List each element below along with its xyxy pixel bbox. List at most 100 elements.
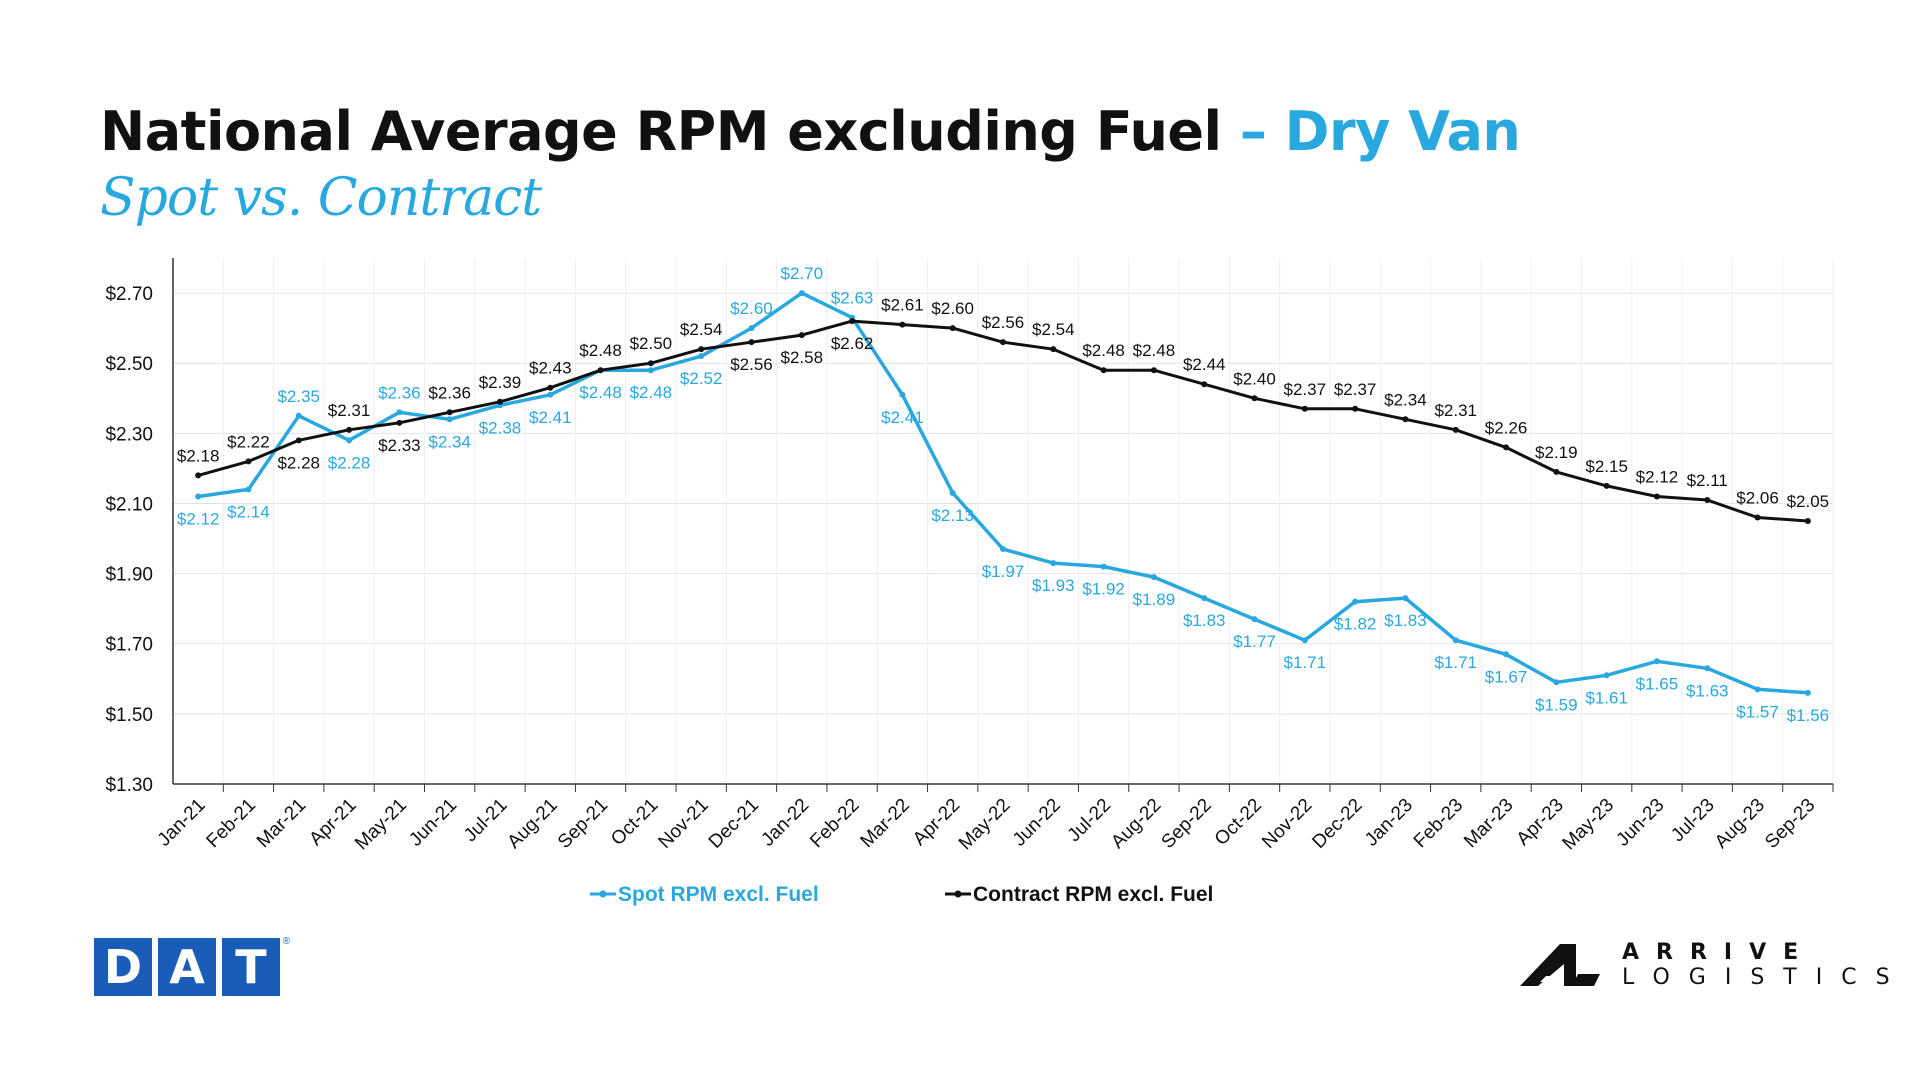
spot-data-label: $2.12	[177, 509, 220, 528]
y-tick-label: $2.10	[105, 494, 153, 515]
spot-point	[748, 325, 755, 332]
arrive-a-icon	[1520, 944, 1600, 986]
spot-data-label: $1.82	[1334, 615, 1377, 634]
contract-data-label: $2.11	[1687, 471, 1728, 490]
x-tick-label: Feb-23	[1410, 795, 1467, 852]
x-tick-label: Sep-23	[1761, 795, 1819, 853]
contract-data-label: $2.56	[982, 313, 1025, 332]
spot-data-label: $1.83	[1384, 611, 1427, 630]
contract-point	[1100, 367, 1107, 374]
spot-point	[1452, 637, 1459, 644]
contract-data-label: $2.37	[1334, 380, 1377, 399]
chart-subtitle: Spot vs. Contract	[100, 168, 542, 228]
contract-data-label: $2.31	[1434, 401, 1477, 420]
contract-point	[1352, 405, 1359, 412]
spot-point	[547, 391, 554, 398]
spot-point	[1402, 595, 1409, 602]
contract-point	[1150, 367, 1157, 374]
y-tick-label: $2.30	[105, 424, 153, 445]
y-tick-label: $1.50	[105, 705, 153, 726]
contract-data-label: $2.43	[529, 359, 572, 378]
spot-data-label: $1.71	[1434, 653, 1477, 672]
contract-point	[798, 332, 805, 339]
contract-data-label: $2.33	[378, 436, 421, 455]
spot-data-label: $1.59	[1535, 695, 1578, 714]
x-tick-label: May-22	[955, 795, 1015, 855]
x-tick-label: Jun-23	[1613, 795, 1669, 851]
contract-point	[547, 384, 554, 391]
spot-data-label: $1.65	[1636, 674, 1679, 693]
x-tick-label: May-21	[351, 795, 411, 855]
contract-point	[1553, 468, 1560, 475]
spot-data-label: $1.56	[1787, 706, 1830, 725]
y-tick-label: $2.50	[105, 354, 153, 375]
arrive-word: ARRIVE	[1622, 940, 1816, 965]
contract-data-label: $2.48	[1133, 341, 1176, 360]
spot-point	[1352, 598, 1359, 605]
spot-data-label: $2.41	[529, 408, 572, 427]
spot-data-label: $1.83	[1183, 611, 1226, 630]
spot-point	[1754, 686, 1761, 693]
spot-point	[1000, 546, 1006, 553]
contract-data-label: $2.31	[328, 401, 371, 420]
x-tick-label: Aug-23	[1711, 795, 1769, 853]
spot-point	[647, 367, 654, 374]
legend-contract-marker	[954, 890, 962, 898]
spot-data-label: $2.36	[378, 383, 421, 402]
x-tick-label: Mar-21	[253, 795, 310, 852]
contract-point	[1704, 496, 1711, 503]
spot-data-label: $1.57	[1736, 702, 1779, 721]
contract-data-label: $2.54	[680, 320, 723, 339]
dat-logo-letter-t: T	[222, 938, 280, 996]
y-tick-label: $1.30	[105, 775, 153, 796]
contract-point	[698, 346, 705, 353]
arrive-logistics-logo: ARRIVE LOGISTICS	[1520, 940, 1909, 990]
contract-data-label: $2.05	[1787, 492, 1830, 511]
contract-point	[647, 360, 654, 367]
contract-data-label: $2.36	[428, 383, 471, 402]
x-tick-label: Feb-22	[806, 795, 863, 852]
contract-point	[849, 318, 856, 325]
x-tick-label: Jan-22	[757, 795, 813, 851]
spot-data-label: $2.63	[831, 289, 874, 308]
contract-data-label: $2.54	[1032, 320, 1075, 339]
spot-point	[899, 391, 906, 398]
spot-point	[798, 290, 805, 297]
spot-point	[698, 353, 705, 360]
contract-point	[1251, 395, 1258, 402]
contract-data-label: $2.58	[781, 348, 824, 367]
spot-point	[1553, 679, 1560, 686]
spot-point	[949, 489, 956, 496]
y-tick-label: $2.70	[105, 284, 153, 305]
spot-data-label: $1.93	[1032, 576, 1075, 595]
contract-data-label: $2.48	[579, 341, 622, 360]
title-main: National Average RPM excluding Fuel	[100, 100, 1222, 163]
contract-point	[396, 419, 403, 426]
contract-data-label: $2.06	[1736, 488, 1779, 507]
x-tick-label: Jan-21	[154, 795, 210, 851]
x-tick-label: Jan-23	[1361, 795, 1417, 851]
contract-data-label: $2.37	[1284, 380, 1327, 399]
x-tick-label: Aug-21	[504, 795, 562, 853]
contract-point	[748, 339, 755, 346]
spot-point	[1704, 665, 1711, 672]
contract-point	[1653, 493, 1660, 500]
contract-point	[346, 426, 353, 433]
logistics-word: LOGISTICS	[1622, 965, 1909, 990]
contract-data-label: $2.15	[1585, 457, 1628, 476]
spot-point	[1050, 560, 1057, 567]
spot-point	[1201, 595, 1208, 602]
contract-data-label: $2.56	[730, 355, 773, 374]
spot-point	[1503, 651, 1510, 658]
spot-data-label: $1.61	[1585, 688, 1628, 707]
spot-point	[295, 412, 302, 419]
x-tick-label: Nov-21	[655, 795, 713, 853]
spot-point	[1804, 689, 1811, 696]
spot-point	[346, 437, 353, 444]
contract-data-label: $2.26	[1485, 418, 1528, 437]
spot-series-line	[197, 291, 1808, 695]
chart-title: National Average RPM excluding Fuel – Dr…	[100, 100, 1521, 163]
spot-point	[1653, 658, 1660, 665]
contract-data-label: $2.61	[881, 296, 924, 315]
